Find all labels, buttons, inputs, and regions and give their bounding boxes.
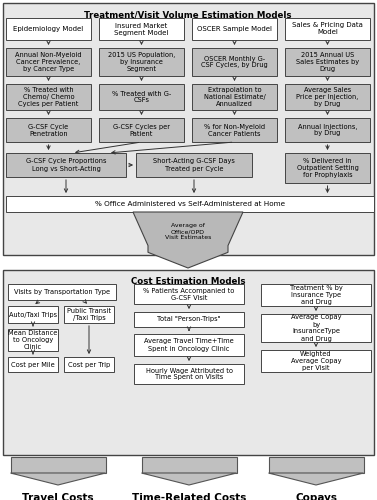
- FancyBboxPatch shape: [6, 196, 374, 212]
- Text: Insured Market
Segment Model: Insured Market Segment Model: [114, 22, 169, 36]
- Text: Average Copay
by
InsuranceType
and Drug: Average Copay by InsuranceType and Drug: [291, 314, 341, 342]
- FancyBboxPatch shape: [134, 284, 244, 304]
- FancyBboxPatch shape: [64, 306, 114, 323]
- FancyBboxPatch shape: [6, 118, 91, 142]
- FancyBboxPatch shape: [8, 306, 58, 323]
- FancyBboxPatch shape: [134, 364, 244, 384]
- Text: Cost per Trip: Cost per Trip: [68, 362, 110, 368]
- Text: Time-Related Costs: Time-Related Costs: [132, 493, 246, 500]
- FancyBboxPatch shape: [6, 84, 91, 110]
- Text: % Office Administered vs Self-Administered at Home: % Office Administered vs Self-Administer…: [95, 201, 285, 207]
- Text: Epidemiology Model: Epidemiology Model: [13, 26, 84, 32]
- FancyBboxPatch shape: [134, 334, 244, 356]
- Text: Treatment % by
Insurance Type
and Drug: Treatment % by Insurance Type and Drug: [290, 285, 342, 305]
- FancyBboxPatch shape: [3, 3, 374, 255]
- FancyBboxPatch shape: [8, 329, 58, 351]
- FancyBboxPatch shape: [261, 284, 371, 306]
- Text: % Patients Accompanied to
G-CSF Visit: % Patients Accompanied to G-CSF Visit: [143, 288, 235, 300]
- Text: Annual Injections,
by Drug: Annual Injections, by Drug: [298, 124, 357, 136]
- FancyBboxPatch shape: [285, 48, 370, 76]
- Text: % Delivered in
Outpatient Setting
for Prophylaxis: % Delivered in Outpatient Setting for Pr…: [297, 158, 359, 178]
- Text: Total "Person-Trips": Total "Person-Trips": [157, 316, 221, 322]
- Polygon shape: [141, 473, 236, 485]
- Text: Extrapolation to
National Estimate/
Annualized: Extrapolation to National Estimate/ Annu…: [204, 87, 265, 107]
- FancyBboxPatch shape: [261, 314, 371, 342]
- FancyBboxPatch shape: [99, 118, 184, 142]
- Text: G-CSF Cycle Proportions
Long vs Short-Acting: G-CSF Cycle Proportions Long vs Short-Ac…: [26, 158, 106, 172]
- FancyBboxPatch shape: [141, 457, 236, 473]
- Text: G-CSF Cycle
Penetration: G-CSF Cycle Penetration: [28, 124, 69, 136]
- FancyBboxPatch shape: [192, 84, 277, 110]
- Text: Average Sales
Price per Injection,
by Drug: Average Sales Price per Injection, by Dr…: [296, 87, 359, 107]
- FancyBboxPatch shape: [11, 457, 106, 473]
- Text: Hourly Wage Attributed to
Time Spent on Visits: Hourly Wage Attributed to Time Spent on …: [146, 368, 233, 380]
- FancyBboxPatch shape: [134, 312, 244, 327]
- FancyBboxPatch shape: [8, 357, 58, 372]
- FancyBboxPatch shape: [192, 48, 277, 76]
- FancyBboxPatch shape: [6, 153, 126, 177]
- FancyBboxPatch shape: [99, 48, 184, 76]
- Text: Average Travel Time+Time
Spent in Oncology Clinic: Average Travel Time+Time Spent in Oncolo…: [144, 338, 234, 351]
- Text: Public Transit
/Taxi Trips: Public Transit /Taxi Trips: [67, 308, 111, 321]
- FancyBboxPatch shape: [3, 270, 374, 455]
- Text: Average of
Office/OPD
Visit Estimates: Average of Office/OPD Visit Estimates: [165, 224, 211, 240]
- Text: G-CSF Cycles per
Patient: G-CSF Cycles per Patient: [113, 124, 170, 136]
- Text: Auto/Taxi Trips: Auto/Taxi Trips: [9, 312, 57, 318]
- Text: % for Non-Myeloid
Cancer Patients: % for Non-Myeloid Cancer Patients: [204, 124, 265, 136]
- FancyBboxPatch shape: [285, 118, 370, 142]
- Text: Sales & Pricing Data
Model: Sales & Pricing Data Model: [292, 22, 363, 36]
- Text: % Treated with
Chemo/ Chemo
Cycles per Patient: % Treated with Chemo/ Chemo Cycles per P…: [18, 87, 79, 107]
- FancyBboxPatch shape: [268, 457, 363, 473]
- Text: Short-Acting G-CSF Days
Treated per Cycle: Short-Acting G-CSF Days Treated per Cycl…: [153, 158, 235, 172]
- Text: OSCER Sample Model: OSCER Sample Model: [197, 26, 272, 32]
- FancyBboxPatch shape: [6, 48, 91, 76]
- Text: % Treated with G-
CSFs: % Treated with G- CSFs: [112, 90, 171, 104]
- FancyBboxPatch shape: [136, 153, 252, 177]
- Text: Visits by Transportation Type: Visits by Transportation Type: [14, 289, 110, 295]
- Text: OSCER Monthly G-
CSF Cycles, by Drug: OSCER Monthly G- CSF Cycles, by Drug: [201, 56, 268, 68]
- FancyBboxPatch shape: [99, 84, 184, 110]
- Polygon shape: [11, 473, 106, 485]
- FancyBboxPatch shape: [261, 350, 371, 372]
- Text: Treatment/Visit Volume Estimation Models: Treatment/Visit Volume Estimation Models: [84, 10, 292, 19]
- Text: Mean Distance
to Oncology
Clinic: Mean Distance to Oncology Clinic: [8, 330, 58, 350]
- FancyBboxPatch shape: [285, 153, 370, 183]
- Polygon shape: [268, 473, 363, 485]
- Polygon shape: [133, 212, 243, 268]
- FancyBboxPatch shape: [99, 18, 184, 40]
- FancyBboxPatch shape: [192, 118, 277, 142]
- FancyBboxPatch shape: [8, 284, 116, 300]
- FancyBboxPatch shape: [64, 357, 114, 372]
- Text: Cost Estimation Models: Cost Estimation Models: [131, 277, 245, 286]
- Text: 2015 Annual US
Sales Estimates by
Drug: 2015 Annual US Sales Estimates by Drug: [296, 52, 359, 72]
- FancyBboxPatch shape: [285, 84, 370, 110]
- FancyBboxPatch shape: [192, 18, 277, 40]
- Text: Annual Non-Myeloid
Cancer Prevalence,
by Cancer Type: Annual Non-Myeloid Cancer Prevalence, by…: [15, 52, 82, 72]
- Text: 2015 US Population,
by Insurance
Segment: 2015 US Population, by Insurance Segment: [108, 52, 175, 72]
- Text: Cost per Mile: Cost per Mile: [11, 362, 55, 368]
- FancyBboxPatch shape: [6, 18, 91, 40]
- Text: Copays: Copays: [295, 493, 337, 500]
- Text: Weighted
Average Copay
per Visit: Weighted Average Copay per Visit: [291, 351, 341, 371]
- Text: Travel Costs: Travel Costs: [22, 493, 94, 500]
- FancyBboxPatch shape: [285, 18, 370, 40]
